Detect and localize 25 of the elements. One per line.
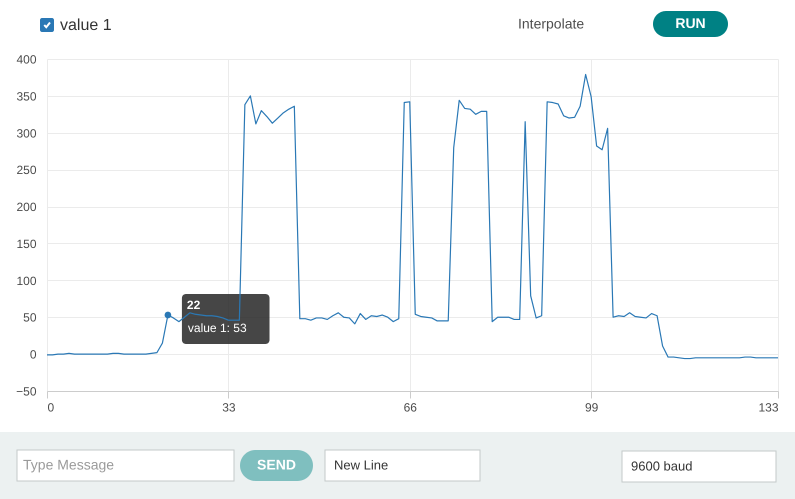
- legend-label: value 1: [60, 17, 112, 34]
- y-tick-label: 300: [16, 126, 37, 140]
- x-tick-label: 66: [404, 400, 418, 414]
- text: Interpolate: [518, 16, 584, 32]
- text: SEND: [257, 456, 296, 472]
- line-series: [47, 74, 778, 360]
- text: RUN: [675, 15, 706, 31]
- text: New Line: [334, 458, 388, 472]
- y-tick-label: 0: [30, 348, 37, 362]
- x-tick-label: 99: [584, 400, 599, 414]
- y-tick-label: 100: [16, 274, 37, 288]
- text: Type Message: [23, 456, 114, 472]
- annotation: value 1: 53: [188, 321, 247, 336]
- text: 9600 baud: [631, 458, 692, 474]
- y-tick-label: 150: [16, 236, 37, 251]
- x-tick-label: 133: [758, 400, 779, 414]
- annotation: 22: [186, 298, 201, 312]
- y-tick-label: 350: [16, 89, 37, 104]
- y-tick-label: 200: [16, 200, 37, 214]
- y-tick-label: 250: [16, 163, 37, 178]
- x-tick-label: 0: [48, 400, 54, 414]
- y-tick-label: 400: [16, 52, 37, 66]
- y-tick-label: −50: [16, 384, 37, 398]
- y-tick-label: 50: [23, 310, 37, 325]
- x-tick-label: 33: [222, 400, 236, 414]
